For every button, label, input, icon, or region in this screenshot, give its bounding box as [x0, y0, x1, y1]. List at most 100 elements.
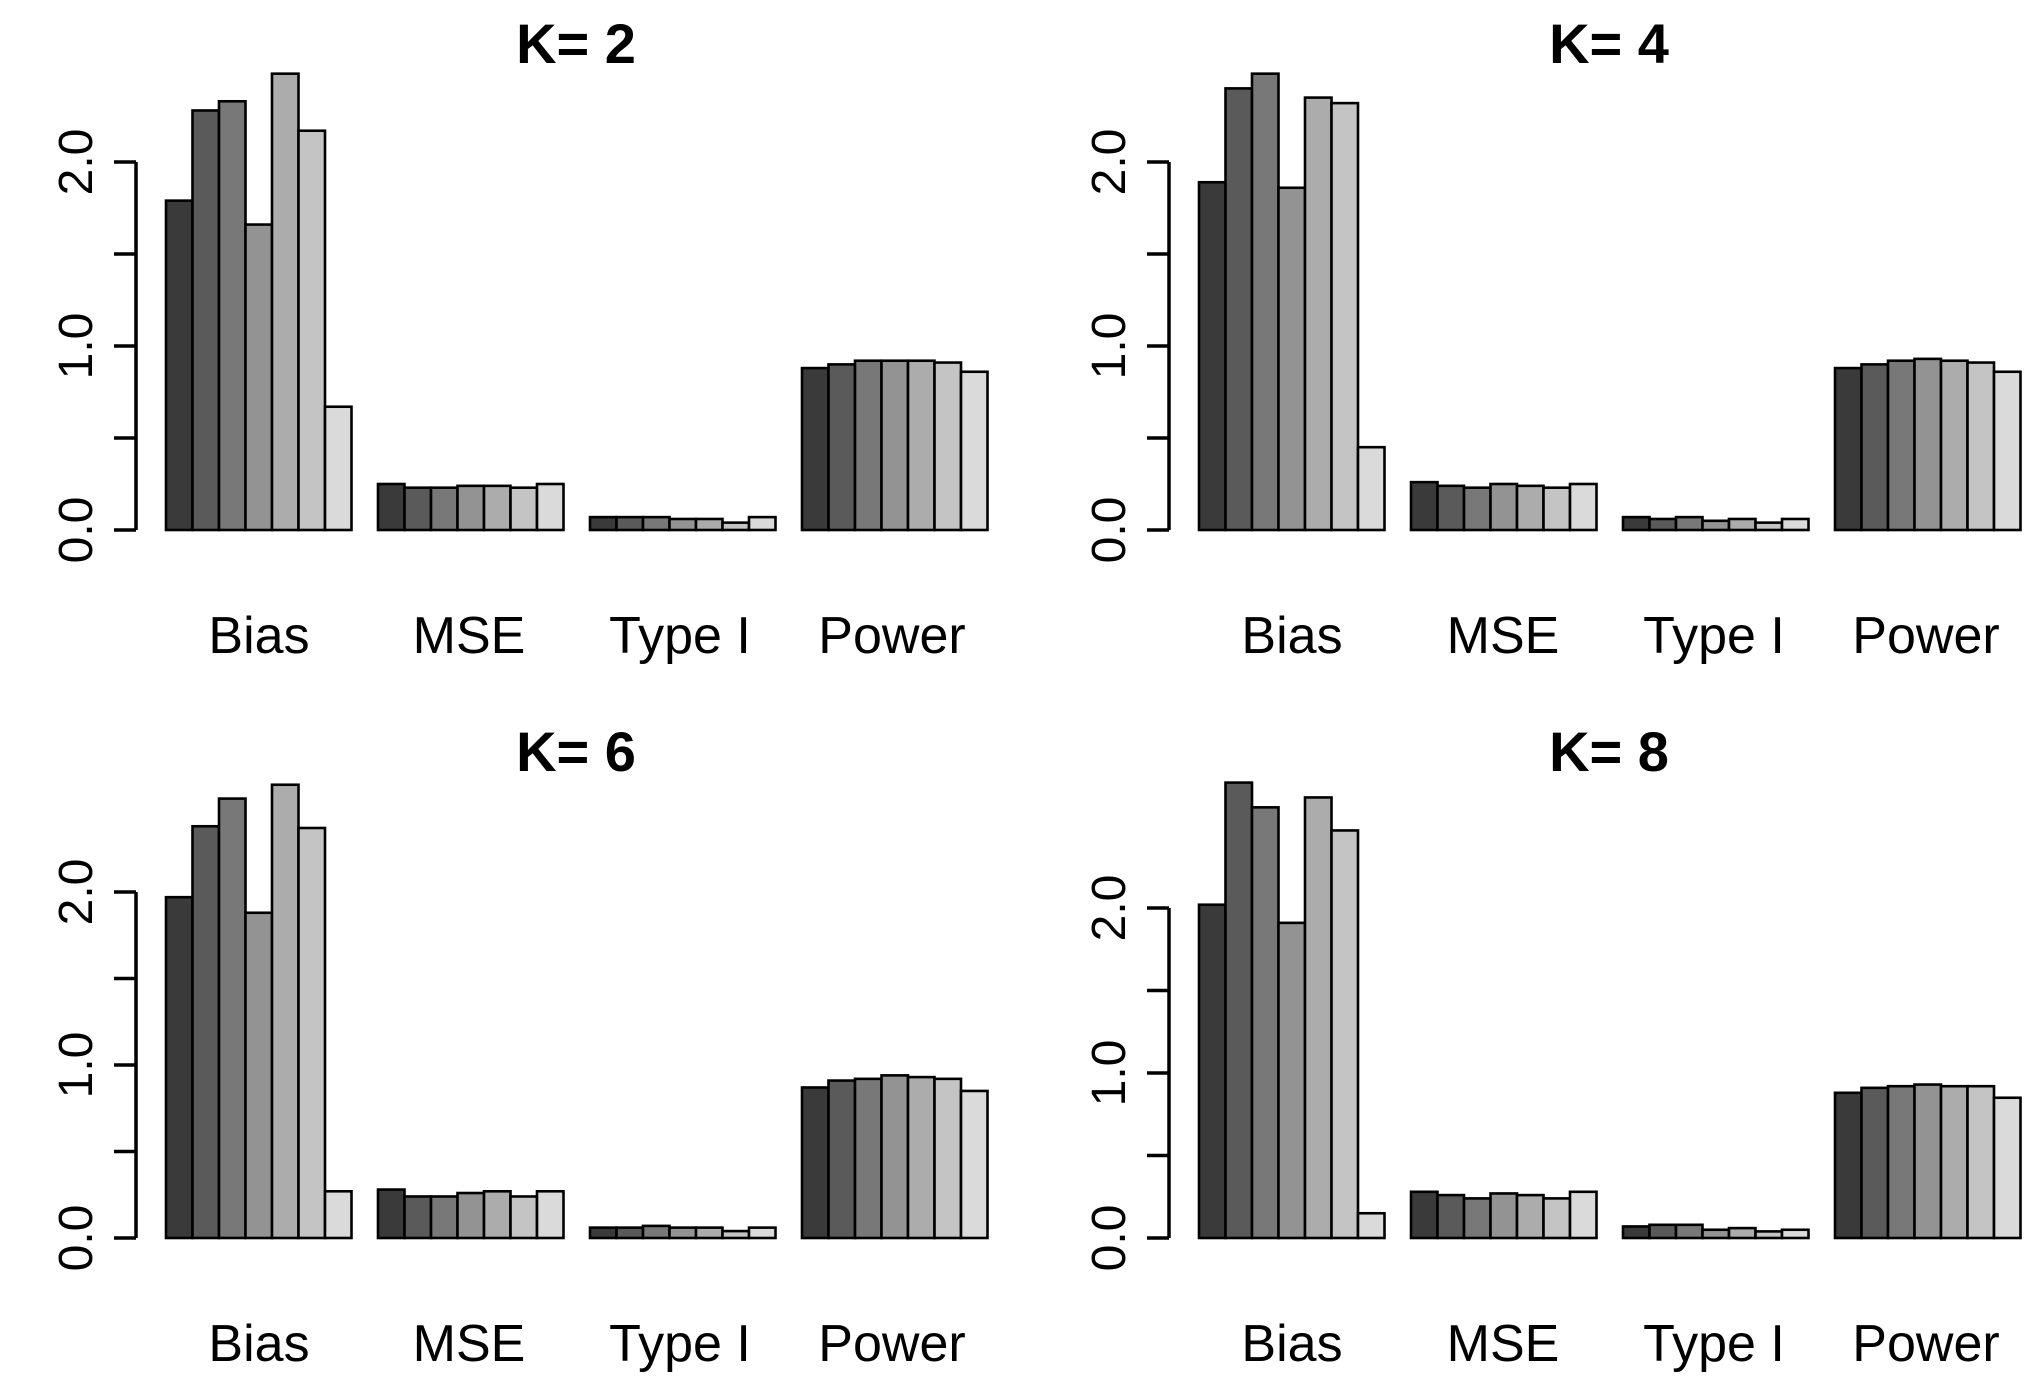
bar-power-series-1 [800, 366, 830, 532]
y-axis: 0.0 1.0 2.0 [1083, 875, 1171, 1272]
y-tick-label: 1.0 [1083, 1040, 1136, 1107]
y-tick-label: 2.0 [1083, 875, 1136, 942]
y-tick-label: 0.0 [50, 1205, 103, 1272]
y-tick-label: 2.0 [50, 129, 103, 196]
bar-power-series-4 [880, 359, 910, 532]
y-axis: 0.0 1.0 2.0 [50, 859, 138, 1272]
bar-mse-series-4 [456, 484, 486, 532]
category-label-mse: MSE [413, 1315, 526, 1373]
bar-type-i-series-2 [615, 515, 645, 532]
category-label-bias: Bias [1241, 607, 1342, 665]
bar-mse-series-7 [535, 1189, 565, 1240]
bar-power-series-3 [1886, 359, 1916, 532]
bar-power-series-1 [1833, 366, 1863, 532]
bar-bias-series-3 [217, 99, 247, 532]
panel-k6: K= 6 0.0 1.0 2.0 Bias MSE Type I Power [50, 720, 989, 1373]
bar-type-i-series-5 [1727, 517, 1757, 532]
category-label-bias: Bias [1241, 1315, 1342, 1373]
bar-power-series-5 [1939, 1084, 1969, 1240]
bar-type-i-series-3 [641, 515, 671, 532]
bar-power-series-3 [853, 359, 883, 532]
bar-type-i-series-5 [694, 1226, 724, 1240]
bar-mse-series-6 [1542, 1197, 1572, 1240]
category-label-mse: MSE [1447, 1315, 1560, 1373]
bar-type-i-series-7 [747, 515, 777, 532]
category-label-power: Power [818, 607, 965, 665]
category-label-bias: Bias [208, 607, 309, 665]
y-axis: 0.0 1.0 2.0 [50, 129, 138, 564]
bar-bias-series-2 [191, 109, 221, 532]
bar-type-i-series-1 [588, 515, 618, 532]
bar-type-i-series-1 [1621, 515, 1651, 532]
bar-mse-series-5 [1515, 484, 1545, 532]
bar-mse-series-6 [509, 486, 539, 532]
bar-bias-series-1 [1197, 180, 1227, 532]
bar-bias-series-6 [1330, 829, 1360, 1240]
bar-bias-series-2 [191, 824, 221, 1240]
bar-mse-series-3 [1462, 486, 1492, 532]
panel-title: K= 2 [516, 12, 636, 75]
bar-bias-series-6 [297, 826, 327, 1240]
bar-bias-series-3 [1250, 72, 1280, 532]
bar-type-i-series-6 [1754, 1230, 1784, 1240]
bar-type-i-series-2 [1648, 1223, 1678, 1240]
bar-bias-series-7 [1356, 1211, 1386, 1240]
bar-type-i-series-3 [641, 1224, 671, 1240]
bar-bias-series-2 [1224, 87, 1254, 532]
bar-power-series-2 [827, 1079, 857, 1240]
y-tick-label: 2.0 [50, 859, 103, 926]
bar-bias-series-5 [270, 72, 300, 532]
category-label-type-i: Type I [1643, 1315, 1785, 1373]
bar-power-series-7 [959, 1089, 989, 1240]
y-tick-label: 0.0 [1083, 497, 1136, 564]
bar-power-series-5 [906, 359, 936, 532]
bar-bias-series-6 [297, 129, 327, 532]
bar-power-series-5 [1939, 359, 1969, 532]
bar-bias-series-2 [1224, 781, 1254, 1240]
panel-title: K= 8 [1549, 720, 1669, 783]
category-label-power: Power [1852, 607, 1999, 665]
bar-bias-series-7 [323, 1189, 353, 1240]
bar-type-i-series-4 [668, 517, 698, 532]
bar-power-series-6 [1966, 361, 1996, 532]
bar-type-i-series-6 [1754, 521, 1784, 532]
bar-bias-series-3 [1250, 806, 1280, 1240]
bar-power-series-6 [933, 1077, 963, 1240]
bar-mse-series-5 [482, 1189, 512, 1240]
bar-mse-series-3 [429, 1195, 459, 1240]
bar-mse-series-6 [1542, 486, 1572, 532]
bar-bias-series-1 [164, 199, 194, 532]
category-label-bias: Bias [208, 1315, 309, 1373]
y-tick-label: 2.0 [1083, 129, 1136, 196]
category-label-type-i: Type I [1643, 607, 1785, 665]
bar-group [164, 72, 989, 532]
bar-mse-series-2 [403, 486, 433, 532]
bar-type-i-series-5 [1727, 1226, 1757, 1240]
panel-k4: K= 4 0.0 1.0 2.0 Bias MSE Type I Power [1083, 12, 2022, 665]
bar-mse-series-1 [1409, 1190, 1439, 1240]
category-label-mse: MSE [1447, 607, 1560, 665]
bar-type-i-series-3 [1674, 1223, 1704, 1240]
bar-mse-series-2 [1436, 1193, 1466, 1240]
bar-mse-series-1 [376, 482, 406, 532]
y-axis: 0.0 1.0 2.0 [1083, 129, 1171, 564]
bar-power-series-6 [1966, 1084, 1996, 1240]
bar-bias-series-6 [1330, 101, 1360, 532]
bar-type-i-series-7 [1780, 517, 1810, 532]
bar-group [164, 783, 989, 1240]
bar-type-i-series-1 [588, 1226, 618, 1240]
bar-type-i-series-6 [721, 1229, 751, 1240]
bar-mse-series-7 [1568, 482, 1598, 532]
bar-bias-series-7 [1356, 445, 1386, 532]
bar-type-i-series-2 [615, 1226, 645, 1240]
y-tick-label: 0.0 [50, 497, 103, 564]
bar-mse-series-4 [456, 1191, 486, 1240]
bar-power-series-3 [1886, 1084, 1916, 1240]
bar-power-series-7 [959, 370, 989, 532]
category-label-mse: MSE [413, 607, 526, 665]
y-tick-label: 0.0 [1083, 1205, 1136, 1272]
bar-power-series-4 [880, 1074, 910, 1240]
bar-type-i-series-6 [721, 521, 751, 532]
bar-type-i-series-4 [1701, 519, 1731, 532]
